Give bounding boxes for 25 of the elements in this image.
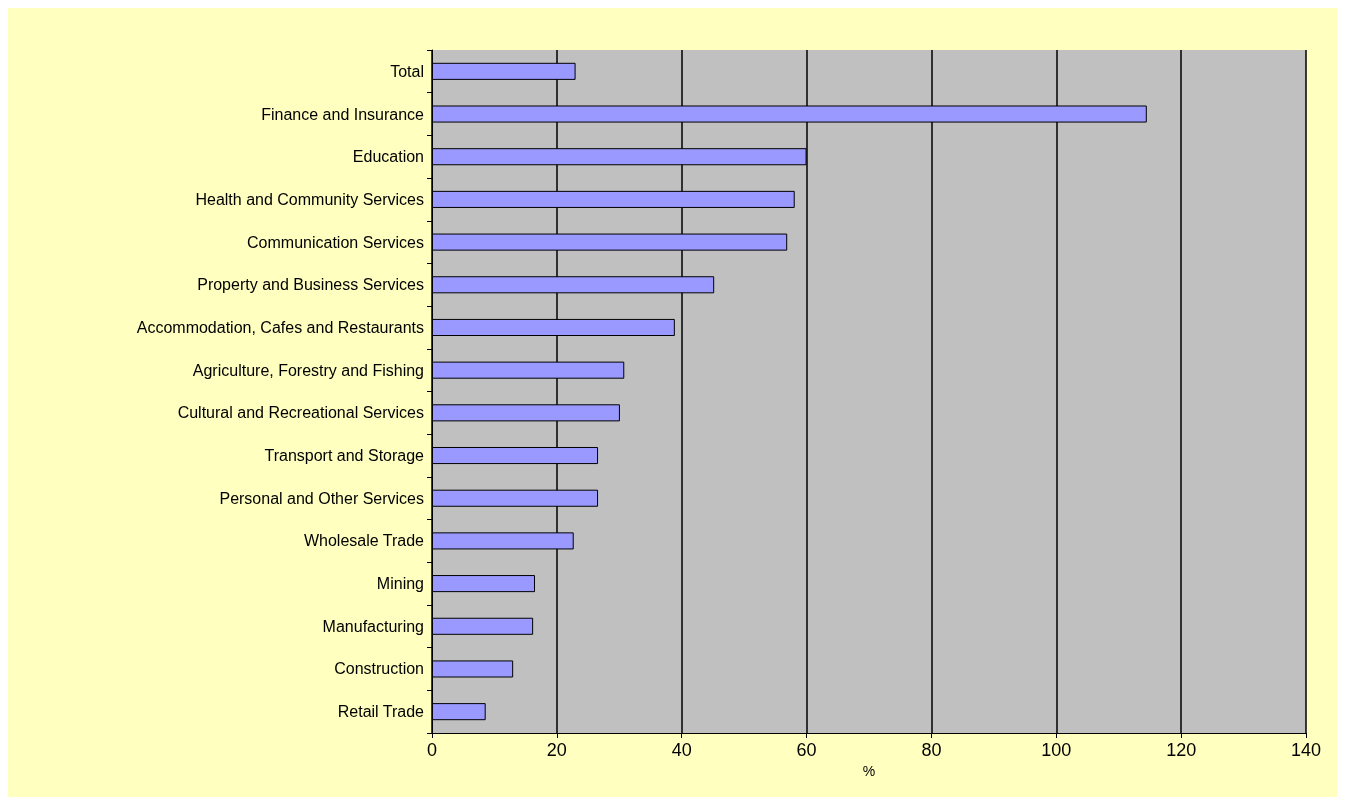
y-tick-label: Education <box>352 148 424 166</box>
x-tick-label: 40 <box>671 740 692 760</box>
x-tick-label: 20 <box>546 740 567 760</box>
y-tick-label: Retail Trade <box>337 703 425 721</box>
x-tick-label: 60 <box>796 740 817 760</box>
y-tick-label: Construction <box>334 660 424 678</box>
y-tick-label: Cultural and Recreational Services <box>177 404 424 422</box>
x-tick-label: 0 <box>426 740 438 760</box>
y-tick-label: Manufacturing <box>322 617 424 635</box>
x-tick-label: 80 <box>921 740 942 760</box>
y-tick-label: Wholesale Trade <box>303 532 425 550</box>
y-tick-label: Transport and Storage <box>264 447 425 465</box>
y-tick-label: Agriculture, Forestry and Fishing <box>192 361 424 379</box>
x-tick-label: 140 <box>1290 740 1322 760</box>
y-tick-label: Accommodation, Cafes and Restaurants <box>136 318 424 336</box>
y-tick-label: Mining <box>376 575 424 593</box>
y-tick-label: Property and Business Services <box>197 276 424 294</box>
y-tick-label: Total <box>390 62 424 80</box>
y-tick-label: Personal and Other Services <box>219 489 424 507</box>
y-tick-label: Health and Community Services <box>195 190 424 208</box>
y-tick-label: Communication Services <box>247 233 424 251</box>
x-axis-title: % <box>862 762 876 779</box>
y-tick-label: Finance and Insurance <box>261 105 425 123</box>
x-tick-label: 100 <box>1041 740 1072 760</box>
x-tick-label: 120 <box>1166 740 1197 760</box>
